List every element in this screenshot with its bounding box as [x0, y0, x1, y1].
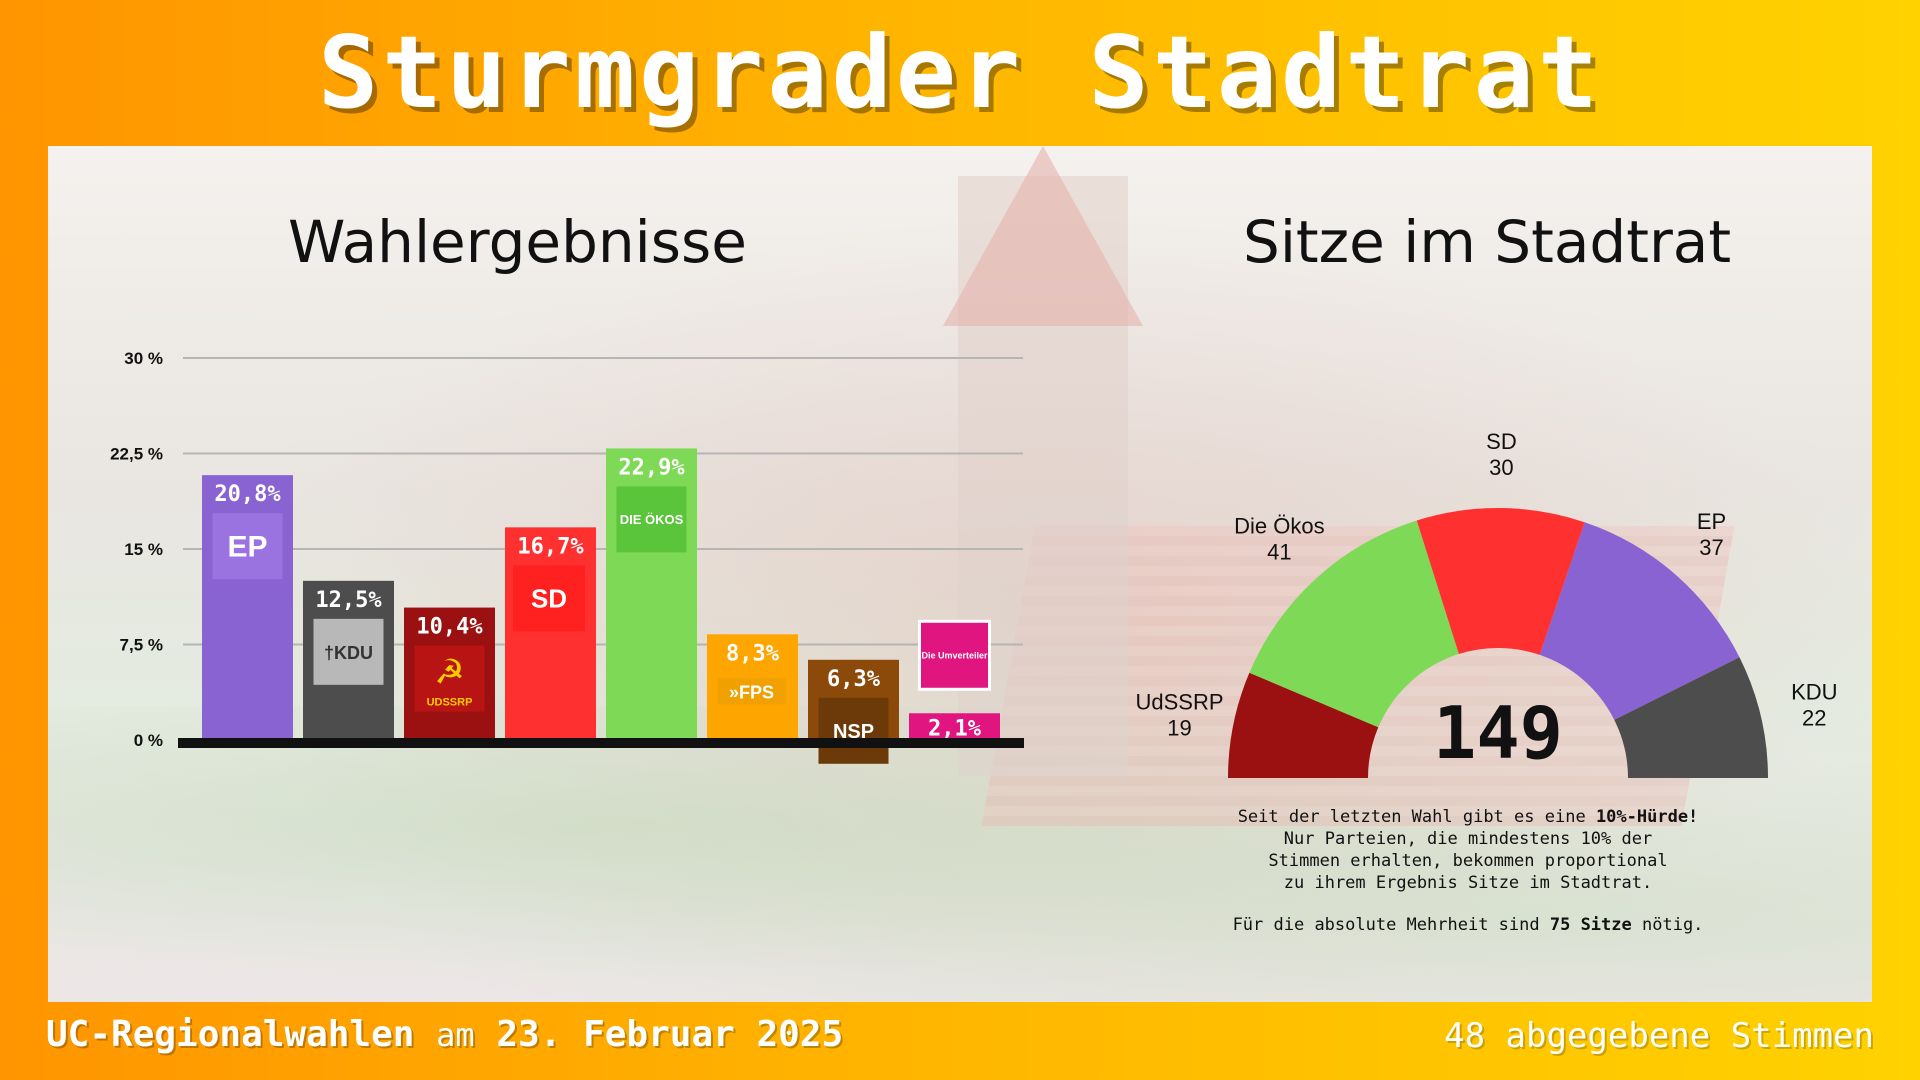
- bar-value-label: 22,9%: [618, 455, 685, 480]
- seat-label-count: 37: [1699, 535, 1723, 560]
- seat-label-name: KDU: [1791, 679, 1837, 704]
- y-tick-label: 22,5 %: [110, 445, 163, 464]
- party-logo-box: [513, 565, 585, 632]
- party-logo-text: DIE ÖKOS: [620, 512, 684, 527]
- bar-value-label: 8,3%: [726, 641, 780, 666]
- page-title: Sturmgrader Stadtrat: [317, 14, 1603, 131]
- seat-chart-title: Sitze im Stadtrat: [1243, 208, 1732, 276]
- bar-value-label: 6,3%: [827, 667, 881, 692]
- seat-label-count: 19: [1167, 715, 1191, 740]
- seat-label-name: Die Ökos: [1234, 514, 1324, 539]
- party-logo-text: »FPS: [729, 682, 774, 702]
- seat-label-name: SD: [1486, 429, 1517, 454]
- party-logo-text: †KDU: [324, 643, 373, 663]
- seat-segment-ep: [1539, 522, 1740, 720]
- party-logo-text: SD: [531, 583, 567, 613]
- seat-segment-sd: [1416, 508, 1585, 655]
- y-tick-label: 7,5 %: [120, 636, 163, 655]
- seat-label-count: 41: [1267, 540, 1291, 565]
- party-logo-box: [616, 486, 687, 553]
- bar-chart-title: Wahlergebnisse: [288, 208, 747, 276]
- bar-value-label: 16,7%: [517, 534, 584, 559]
- bar-sd: [505, 527, 596, 740]
- y-tick-label: 0 %: [134, 731, 163, 750]
- y-tick-label: 15 %: [124, 540, 163, 559]
- y-tick-label: 30 %: [124, 349, 163, 368]
- party-logo-box: [918, 619, 991, 691]
- info-line-5: Für die absolute Mehrheit sind 75 Sitze …: [1232, 915, 1704, 935]
- party-logo-text: UDSSRP: [427, 697, 473, 709]
- seat-label-count: 30: [1489, 455, 1513, 480]
- bar-value-label: 20,8%: [214, 482, 281, 507]
- seat-segment-udssrp: [1228, 672, 1379, 778]
- party-logo-text: NSP: [833, 721, 874, 743]
- party-logo-box: [212, 513, 283, 580]
- bar-value-label: 2,1%: [928, 716, 982, 741]
- seat-label-name: UdSSRP: [1135, 689, 1223, 714]
- x-axis-baseline: [178, 738, 1024, 748]
- info-text: Seit der letzten Wahl gibt es eine 10%-H…: [1198, 806, 1738, 936]
- hammer-sickle-icon: ☭: [434, 653, 464, 693]
- party-logo-text: EP: [227, 531, 267, 564]
- charts-svg: 0 % 7,5 % 15 % 22,5 % 30 % 20,8% EP 12,5% †KDU 10…: [110, 349, 1838, 778]
- background-tower-roof: [943, 146, 1143, 326]
- party-logo-box: [717, 678, 786, 705]
- info-line-2: Nur Parteien, die mindestens 10% der: [1283, 829, 1653, 849]
- bar-die-umverteiler: [909, 713, 1000, 740]
- seat-segment-die-ökos: [1249, 520, 1459, 728]
- info-line-1: Seit der letzten Wahl gibt es eine 10%-H…: [1237, 807, 1699, 827]
- footer-election-date: UC-Regionalwahlen am 23. Februar 2025: [46, 1014, 844, 1055]
- seat-segment-kdu: [1614, 657, 1768, 778]
- chart-panel: Wahlergebnisse Sitze im Stadtrat 0 % 7,5 …: [48, 146, 1872, 1002]
- party-logo-box: [414, 645, 485, 712]
- party-logo-box: [818, 697, 889, 764]
- bar-value-label: 10,4%: [416, 615, 483, 640]
- party-logo-text: Die Umverteiler: [921, 650, 988, 660]
- seat-label-count: 22: [1802, 705, 1826, 730]
- info-line-3: Stimmen erhalten, bekommen proportional: [1268, 851, 1668, 871]
- seat-total: 149: [1433, 691, 1563, 775]
- seat-label-name: EP: [1697, 509, 1726, 534]
- party-logo-box: [313, 618, 384, 685]
- footer-vote-count: 48 abgegebene Stimmen: [1444, 1016, 1874, 1056]
- bar-value-label: 12,5%: [315, 588, 382, 613]
- info-line-4: zu ihrem Ergebnis Sitze im Stadtrat.: [1283, 873, 1653, 893]
